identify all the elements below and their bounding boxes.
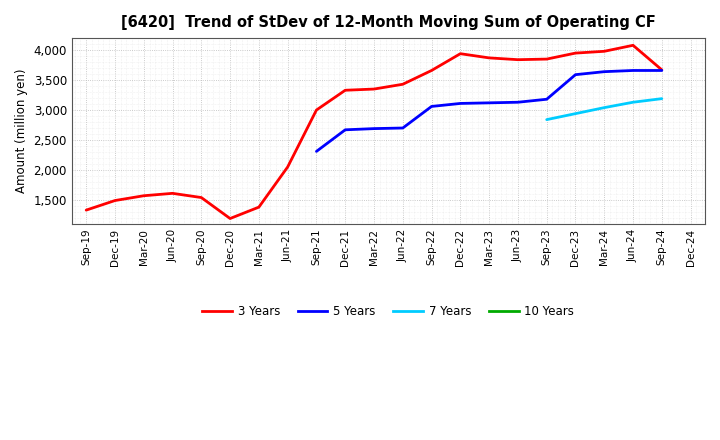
3 Years — [369, 86, 378, 92]
7 Years — [629, 99, 637, 105]
3 Years — [168, 191, 177, 196]
3 Years — [600, 49, 608, 54]
3 Years — [226, 216, 235, 221]
Title: [6420]  Trend of StDev of 12-Month Moving Sum of Operating CF: [6420] Trend of StDev of 12-Month Moving… — [121, 15, 656, 30]
3 Years — [82, 208, 91, 213]
5 Years — [369, 126, 378, 131]
Legend: 3 Years, 5 Years, 7 Years, 10 Years: 3 Years, 5 Years, 7 Years, 10 Years — [198, 301, 579, 323]
5 Years — [657, 68, 666, 73]
Line: 3 Years: 3 Years — [86, 45, 662, 219]
3 Years — [427, 68, 436, 73]
Line: 7 Years: 7 Years — [546, 99, 662, 120]
3 Years — [629, 43, 637, 48]
5 Years — [427, 104, 436, 109]
7 Years — [571, 111, 580, 116]
5 Years — [398, 125, 407, 131]
Line: 5 Years: 5 Years — [317, 70, 662, 151]
7 Years — [600, 105, 608, 110]
3 Years — [140, 193, 148, 198]
3 Years — [485, 55, 493, 61]
7 Years — [657, 96, 666, 101]
5 Years — [600, 69, 608, 74]
3 Years — [398, 82, 407, 87]
Y-axis label: Amount (million yen): Amount (million yen) — [15, 69, 28, 193]
5 Years — [629, 68, 637, 73]
3 Years — [571, 51, 580, 56]
5 Years — [341, 127, 349, 132]
5 Years — [513, 99, 522, 105]
3 Years — [197, 195, 206, 200]
5 Years — [542, 97, 551, 102]
3 Years — [284, 164, 292, 169]
3 Years — [111, 198, 120, 203]
7 Years — [542, 117, 551, 122]
3 Years — [456, 51, 464, 56]
3 Years — [657, 67, 666, 73]
5 Years — [571, 72, 580, 77]
3 Years — [341, 88, 349, 93]
3 Years — [513, 57, 522, 62]
5 Years — [485, 100, 493, 106]
3 Years — [312, 107, 321, 113]
5 Years — [456, 101, 464, 106]
3 Years — [255, 205, 264, 210]
5 Years — [312, 149, 321, 154]
3 Years — [542, 56, 551, 62]
